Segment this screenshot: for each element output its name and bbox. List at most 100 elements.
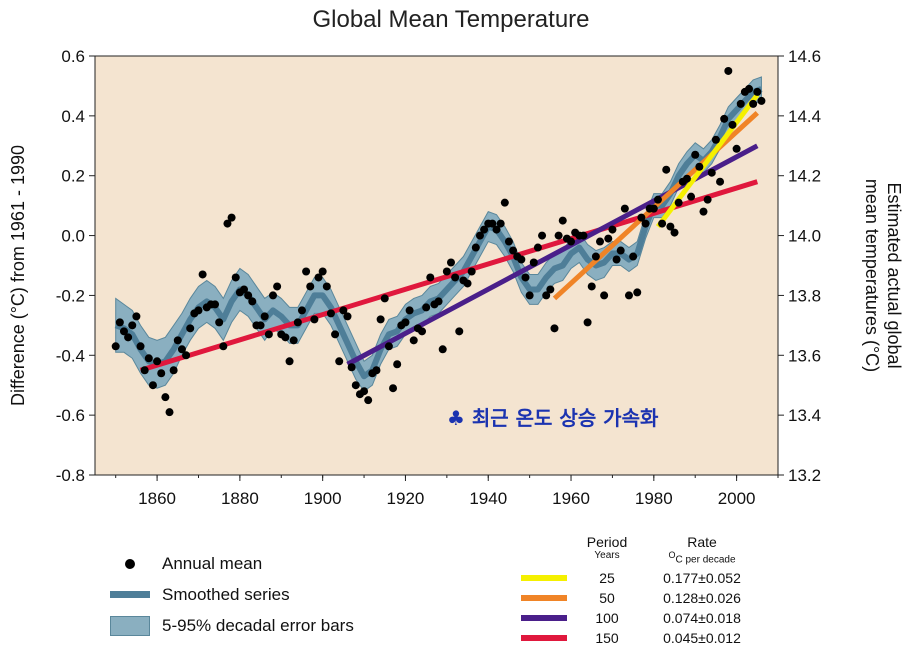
y-tick-label: -0.4 — [56, 346, 85, 365]
annual-mean-point — [666, 222, 675, 231]
annual-mean-point — [393, 360, 402, 369]
y-tick-label: 0.2 — [61, 167, 85, 186]
annual-mean-point — [173, 336, 182, 345]
annual-mean-point — [633, 288, 642, 297]
annual-mean-point — [637, 213, 646, 222]
y-tick-label: 0.0 — [61, 227, 85, 246]
annual-mean-point — [281, 333, 290, 342]
annual-mean-point — [550, 324, 559, 333]
annual-mean-point — [525, 291, 534, 300]
annual-mean-point — [687, 192, 696, 201]
annual-mean-point — [438, 345, 447, 354]
annual-mean-point — [579, 231, 588, 240]
annual-mean-point — [331, 330, 340, 339]
annual-mean-point — [620, 204, 629, 213]
annual-mean-point — [285, 357, 294, 366]
annual-mean-point — [335, 357, 344, 366]
annual-mean-point — [161, 393, 170, 402]
annual-mean-point — [695, 162, 704, 171]
rate-subheader: OC per decade — [668, 550, 736, 566]
x-tick-label: 1960 — [552, 489, 590, 508]
annual-mean-point — [583, 318, 592, 327]
y-right-tick-label: 13.4 — [788, 406, 821, 425]
annual-mean-point — [115, 318, 124, 327]
annual-mean-point — [310, 315, 319, 324]
x-tick-label: 1860 — [138, 489, 176, 508]
annual-mean-point — [629, 252, 638, 261]
annual-mean-point — [260, 312, 269, 321]
annual-mean-point — [343, 312, 352, 321]
annual-mean-point — [604, 234, 613, 243]
x-tick-label: 1880 — [221, 489, 259, 508]
x-tick-label: 1900 — [304, 489, 342, 508]
rate-header: Rate — [687, 534, 717, 550]
y-axis-label-right: Estimated actual globalmean temperatures… — [862, 179, 902, 372]
annual-mean-point — [674, 198, 683, 207]
chart-title: Global Mean Temperature — [312, 6, 590, 33]
annual-mean-point — [405, 306, 414, 315]
annual-mean-point — [136, 342, 145, 351]
chart-annotation: ♣ 최근 온도 상승 가속화 — [447, 406, 659, 430]
annual-mean-point — [753, 87, 762, 96]
annual-mean-point — [248, 297, 257, 306]
annual-mean-point — [467, 267, 476, 276]
annual-mean-point — [724, 66, 733, 75]
annual-mean-point — [554, 231, 563, 240]
period-subheader: Years — [594, 550, 620, 561]
y-right-tick-label: 13.8 — [788, 286, 821, 305]
annual-mean-point — [703, 195, 712, 204]
x-tick-label: 2000 — [718, 489, 756, 508]
annual-mean-point — [339, 306, 348, 315]
annual-mean-point — [351, 381, 360, 390]
annual-mean-point — [496, 219, 505, 228]
annual-mean-point — [471, 243, 480, 252]
annual-mean-point — [699, 207, 708, 216]
annual-mean-point — [219, 342, 228, 351]
x-tick-label: 1920 — [387, 489, 425, 508]
annual-mean-point — [293, 318, 302, 327]
annual-mean-point — [649, 204, 658, 213]
annual-mean-point — [380, 294, 389, 303]
y-right-tick-label: 13.6 — [788, 346, 821, 365]
line-swatch-icon — [110, 591, 150, 598]
rate-value: 0.128±0.026 — [663, 590, 741, 606]
annual-mean-point — [716, 177, 725, 186]
legend-label: Annual mean — [162, 553, 263, 573]
annual-mean-point — [504, 237, 513, 246]
rate-row-25: 25 0.177±0.052 — [516, 568, 762, 588]
annual-mean-point — [670, 228, 679, 237]
annual-mean-point — [124, 333, 133, 342]
annual-mean-point — [509, 246, 518, 255]
annual-mean-point — [517, 255, 526, 264]
color-swatch-icon — [521, 575, 567, 581]
annual-mean-point — [612, 255, 621, 264]
dot-marker-icon — [125, 558, 135, 569]
annual-mean-point — [256, 321, 265, 330]
rate-table: Period Rate Years OC per decade 25 0.177±… — [516, 530, 762, 648]
legend: Annual mean Smoothed series 5-95% decada… — [108, 548, 354, 641]
annual-mean-point — [194, 306, 203, 315]
annual-mean-point — [119, 327, 128, 336]
annual-mean-point — [401, 318, 410, 327]
annual-mean-point — [140, 366, 149, 375]
y-right-tick-label: 13.2 — [788, 466, 821, 485]
annual-mean-point — [521, 273, 530, 282]
period-value: 50 — [599, 590, 615, 606]
annual-mean-point — [596, 237, 605, 246]
annual-mean-point — [223, 219, 232, 228]
annual-mean-point — [318, 267, 327, 276]
annual-mean-point — [749, 99, 758, 108]
annual-mean-point — [322, 282, 331, 291]
annual-mean-point — [538, 231, 547, 240]
annual-mean-point — [446, 258, 455, 267]
annual-mean-point — [418, 327, 427, 336]
rate-row-150: 150 0.045±0.012 — [516, 628, 762, 648]
annual-mean-point — [455, 327, 464, 336]
annual-mean-point — [409, 336, 418, 345]
color-swatch-icon — [521, 615, 567, 621]
annual-mean-point — [567, 237, 576, 246]
x-tick-label: 1980 — [635, 489, 673, 508]
annual-mean-point — [691, 150, 700, 159]
y-tick-label: -0.2 — [56, 286, 85, 305]
annual-mean-point — [500, 198, 509, 207]
